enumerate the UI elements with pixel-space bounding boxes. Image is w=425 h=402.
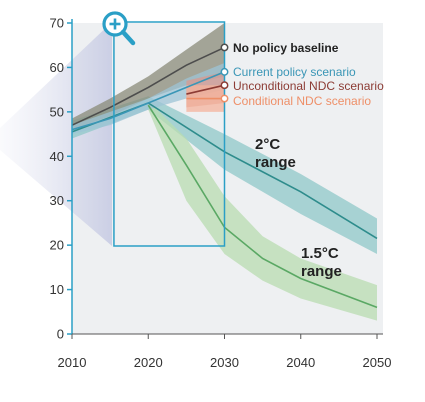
series-2-end-marker xyxy=(220,81,229,90)
series-5-band xyxy=(148,100,377,321)
plot-background xyxy=(0,22,383,334)
series-5-line xyxy=(147,104,378,309)
series-2-line xyxy=(186,84,225,95)
y-tick-label: 10 xyxy=(50,282,64,297)
series-0-band xyxy=(72,23,225,130)
magnifier-plus-icon xyxy=(102,11,136,46)
y-tick-label: 30 xyxy=(50,193,64,208)
series-1-label: Current policy scenario xyxy=(233,65,356,79)
zoom-window-frame xyxy=(113,21,226,247)
zoom-window xyxy=(102,11,226,247)
series-1-end-marker xyxy=(220,67,229,76)
zoom-callout xyxy=(0,22,112,246)
x-tick-label: 2050 xyxy=(363,355,392,370)
x-tick-label: 2010 xyxy=(58,355,87,370)
y-tick-label: 40 xyxy=(50,149,64,164)
x-tick-label: 2030 xyxy=(210,355,239,370)
y-tick-label: 60 xyxy=(50,60,64,75)
y-tick-label: 70 xyxy=(50,16,64,31)
series-3-end-marker xyxy=(220,94,229,103)
range-label-r2-1: range xyxy=(255,154,296,171)
y-tick-label: 20 xyxy=(50,238,64,253)
series-3-label: Conditional NDC scenario xyxy=(233,94,371,108)
y-tick-label: 0 xyxy=(57,327,64,342)
series-labels: No policy baseline Current policy scenari… xyxy=(220,41,384,280)
range-label-r2-0: 2°C xyxy=(255,136,280,153)
y-tick-label: 50 xyxy=(50,104,64,119)
series-0-line xyxy=(71,46,225,126)
series-0-label: No policy baseline xyxy=(233,41,339,55)
range-label-r15-0: 1.5°C xyxy=(301,245,339,262)
x-tick-label: 2020 xyxy=(134,355,163,370)
series-2-label: Unconditional NDC scenario xyxy=(233,79,384,93)
range-label-r15-1: range xyxy=(301,263,342,280)
series-1-line xyxy=(71,71,225,131)
x-tick-label: 2040 xyxy=(286,355,315,370)
series-0-end-marker xyxy=(220,43,229,52)
